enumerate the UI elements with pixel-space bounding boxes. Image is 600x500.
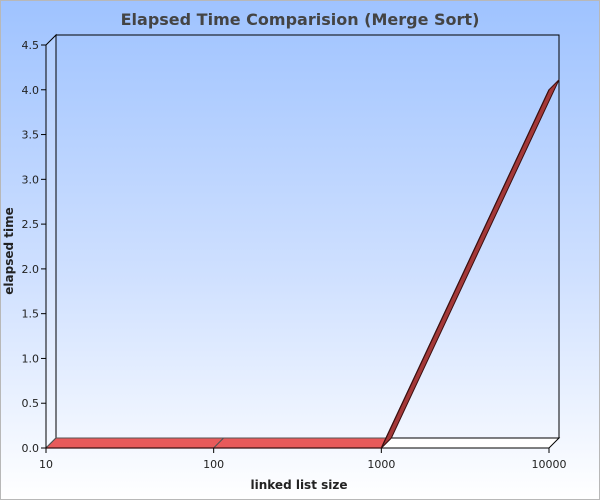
series-segment [213, 437, 392, 449]
x-tick-label: 10 [39, 458, 53, 471]
y-tick-label: 0.5 [22, 397, 40, 410]
x-tick-label: 1000 [367, 458, 395, 471]
y-axis-ticks: 0.0 0.5 1.0 1.5 2.0 2.5 3.0 3.5 4.0 4.5 [22, 39, 46, 455]
y-axis-label: elapsed time [2, 207, 16, 294]
y-tick-label: 2.5 [22, 218, 40, 231]
chart-title: Elapsed Time Comparision (Merge Sort) [121, 10, 480, 29]
x-axis-label: linked list size [251, 478, 348, 492]
y-tick-label: 3.0 [22, 173, 40, 186]
y-tick-label: 4.5 [22, 39, 40, 52]
y-tick-label: 3.5 [22, 129, 40, 142]
series-line [46, 89, 550, 449]
series-segment [380, 79, 560, 449]
y-tick-label: 0.0 [22, 442, 40, 455]
x-tick-label: 100 [203, 458, 224, 471]
series-segment [45, 437, 225, 449]
y-tick-label: 4.0 [22, 84, 40, 97]
x-tick-label: 10000 [532, 458, 567, 471]
y-tick-label: 1.0 [22, 352, 40, 365]
plot-left-wall [45, 33, 57, 450]
y-tick-label: 2.0 [22, 263, 40, 276]
x-axis-ticks: 10 100 1000 10000 [39, 448, 567, 471]
plot-area [44, 33, 561, 450]
y-tick-label: 1.5 [22, 308, 40, 321]
